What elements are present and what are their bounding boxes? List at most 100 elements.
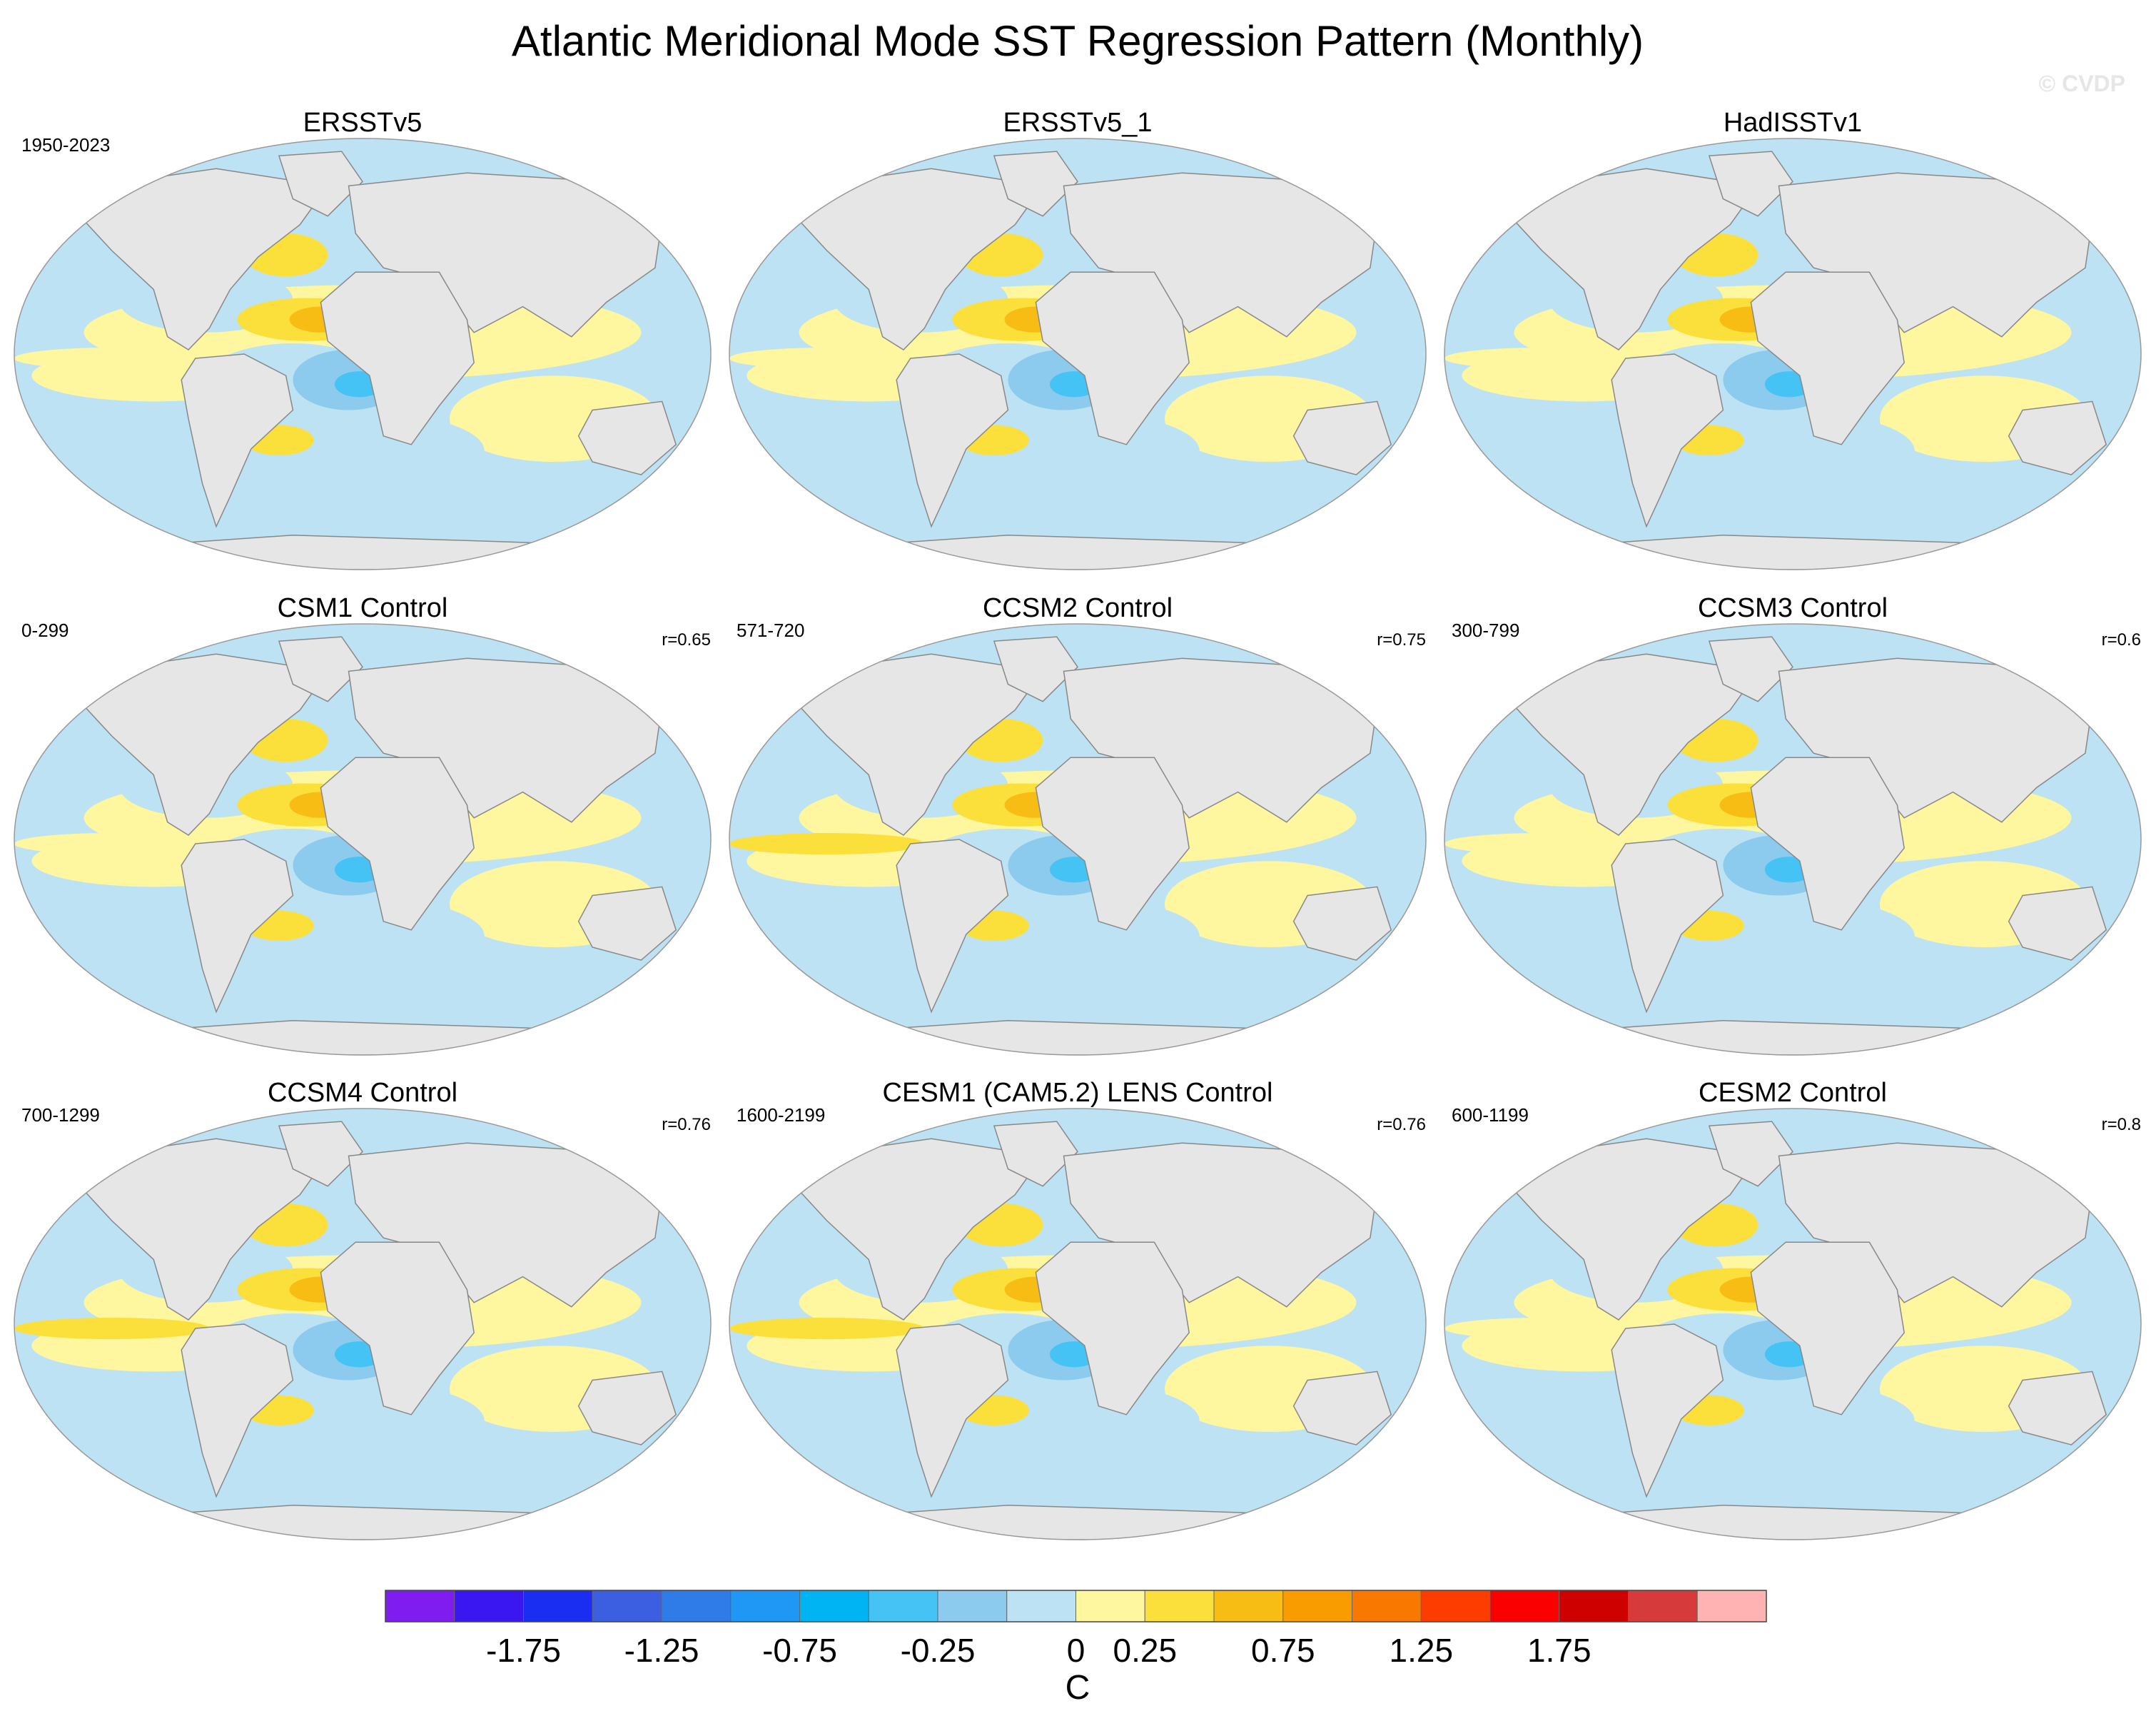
colorbar-frame (385, 1590, 1767, 1622)
land-africa (1750, 271, 1905, 445)
panel-period: 600-1199 (1452, 1104, 1529, 1126)
land-greenland (278, 151, 363, 217)
colorbar-bin (523, 1590, 593, 1622)
land-greenland (1708, 151, 1793, 217)
colorbar-tick-label: 0 (1067, 1632, 1085, 1669)
land-south-america (896, 1323, 1009, 1498)
colorbar-tick-label: -1.75 (486, 1632, 561, 1669)
land-greenland (993, 636, 1078, 702)
land-africa (1035, 1241, 1190, 1415)
colorbar-tick-label: -0.75 (762, 1632, 837, 1669)
map-panel: CESM1 (CAM5.2) LENS Control 1600-2199 r=0.… (729, 1078, 1427, 1540)
map-panel: CCSM2 Control 571-720 r=0.75 (729, 593, 1427, 1056)
colorbar-bin (385, 1590, 455, 1622)
land-australia (2008, 886, 2107, 961)
land-greenland (278, 636, 363, 702)
colorbar-bin (1006, 1590, 1076, 1622)
panel-title: ERSSTv5 (303, 108, 422, 138)
map-panel: ERSSTv5 1950-2023 (14, 108, 712, 570)
map-outline (1444, 623, 2142, 1056)
panel-title: CESM1 (CAM5.2) LENS Control (883, 1078, 1273, 1108)
map-panels: ERSSTv5 1950-2023 ERSSTv5_1 HadISSTv1 CSM1 C… (14, 108, 2142, 1540)
colorbar-tick-label: 0.75 (1251, 1632, 1315, 1669)
land-south-america (181, 839, 294, 1014)
land-australia (2008, 400, 2107, 475)
colorbar-bin (1352, 1590, 1422, 1622)
land-australia (577, 886, 677, 961)
land-africa (1035, 271, 1190, 445)
land-south-america (181, 1323, 294, 1498)
land-greenland (278, 1121, 363, 1187)
land-africa (1750, 757, 1905, 931)
anomaly-region (14, 1317, 210, 1340)
colorbar-bin (454, 1590, 524, 1622)
land-south-america (896, 353, 1009, 528)
panel-title: CESM2 Control (1699, 1078, 1887, 1108)
panel-period: 700-1299 (21, 1104, 100, 1126)
panel-correlation: r=0.76 (1377, 1115, 1426, 1134)
land-australia (1292, 1371, 1392, 1445)
colorbar-bin (1144, 1590, 1215, 1622)
map-outline (729, 138, 1427, 570)
anomaly-region (729, 1317, 925, 1340)
panel-title: CSM1 Control (278, 593, 448, 623)
panel-period: 571-720 (737, 620, 804, 641)
panel-title: CCSM2 Control (983, 593, 1173, 623)
map-panel: CSM1 Control 0-299 r=0.65 (14, 593, 712, 1056)
colorbar-tick-label: 1.25 (1390, 1632, 1454, 1669)
colorbar-unit-label: C (1066, 1669, 1090, 1707)
anomaly-region (1444, 347, 1640, 370)
land-greenland (1708, 1121, 1793, 1187)
land-africa (320, 757, 475, 931)
panel-title: CCSM3 Control (1698, 593, 1888, 623)
map-outline (1444, 1108, 2142, 1540)
page-title: Atlantic Meridional Mode SST Regression … (512, 17, 1644, 65)
land-south-america (181, 353, 294, 528)
colorbar-bin (730, 1590, 800, 1622)
map-outline (729, 623, 1427, 1056)
colorbar-tick-label: -0.25 (901, 1632, 976, 1669)
watermark: © CVDP (2039, 71, 2125, 96)
map-outline (14, 1108, 712, 1540)
land-africa (320, 1241, 475, 1415)
ocean-field (14, 624, 711, 1055)
panel-correlation: r=0.6 (2102, 630, 2141, 650)
anomaly-region (729, 347, 925, 370)
colorbar-tick-label: -1.25 (624, 1632, 699, 1669)
colorbar-bin (661, 1590, 732, 1622)
panel-period: 0-299 (21, 620, 69, 641)
panel-correlation: r=0.76 (662, 1115, 711, 1134)
panel-title: HadISSTv1 (1724, 108, 1862, 138)
land-south-america (1611, 353, 1724, 528)
land-australia (577, 1371, 677, 1445)
panel-title: CCSM4 Control (268, 1078, 457, 1108)
colorbar-bin (799, 1590, 869, 1622)
map-outline (14, 138, 712, 570)
panel-correlation: r=0.65 (662, 630, 711, 650)
panel-period: 1950-2023 (21, 134, 110, 156)
map-panel: CESM2 Control 600-1199 r=0.8 (1444, 1078, 2142, 1540)
land-greenland (1708, 636, 1793, 702)
land-australia (2008, 1371, 2107, 1445)
anomaly-region (729, 832, 925, 855)
map-panel: CCSM3 Control 300-799 r=0.6 (1444, 593, 2142, 1056)
land-australia (1292, 886, 1392, 961)
colorbar-bin (868, 1590, 938, 1622)
colorbar-bin (1696, 1590, 1767, 1622)
colorbar-bin (1420, 1590, 1491, 1622)
land-africa (320, 271, 475, 445)
ocean-field (1444, 1109, 2141, 1540)
ocean-field (1444, 624, 2141, 1055)
map-outline (729, 1108, 1427, 1540)
panel-title: ERSSTv5_1 (1003, 108, 1152, 138)
anomaly-region (1444, 832, 1640, 855)
colorbar-bin (1282, 1590, 1352, 1622)
colorbar-tick-label: 1.75 (1527, 1632, 1591, 1669)
panel-period: 300-799 (1452, 620, 1519, 641)
ocean-field (729, 1109, 1426, 1540)
land-greenland (993, 151, 1078, 217)
anomaly-region (14, 347, 210, 370)
panel-correlation: r=0.8 (2102, 1115, 2141, 1134)
map-outline (1444, 138, 2142, 570)
land-africa (1035, 757, 1190, 931)
